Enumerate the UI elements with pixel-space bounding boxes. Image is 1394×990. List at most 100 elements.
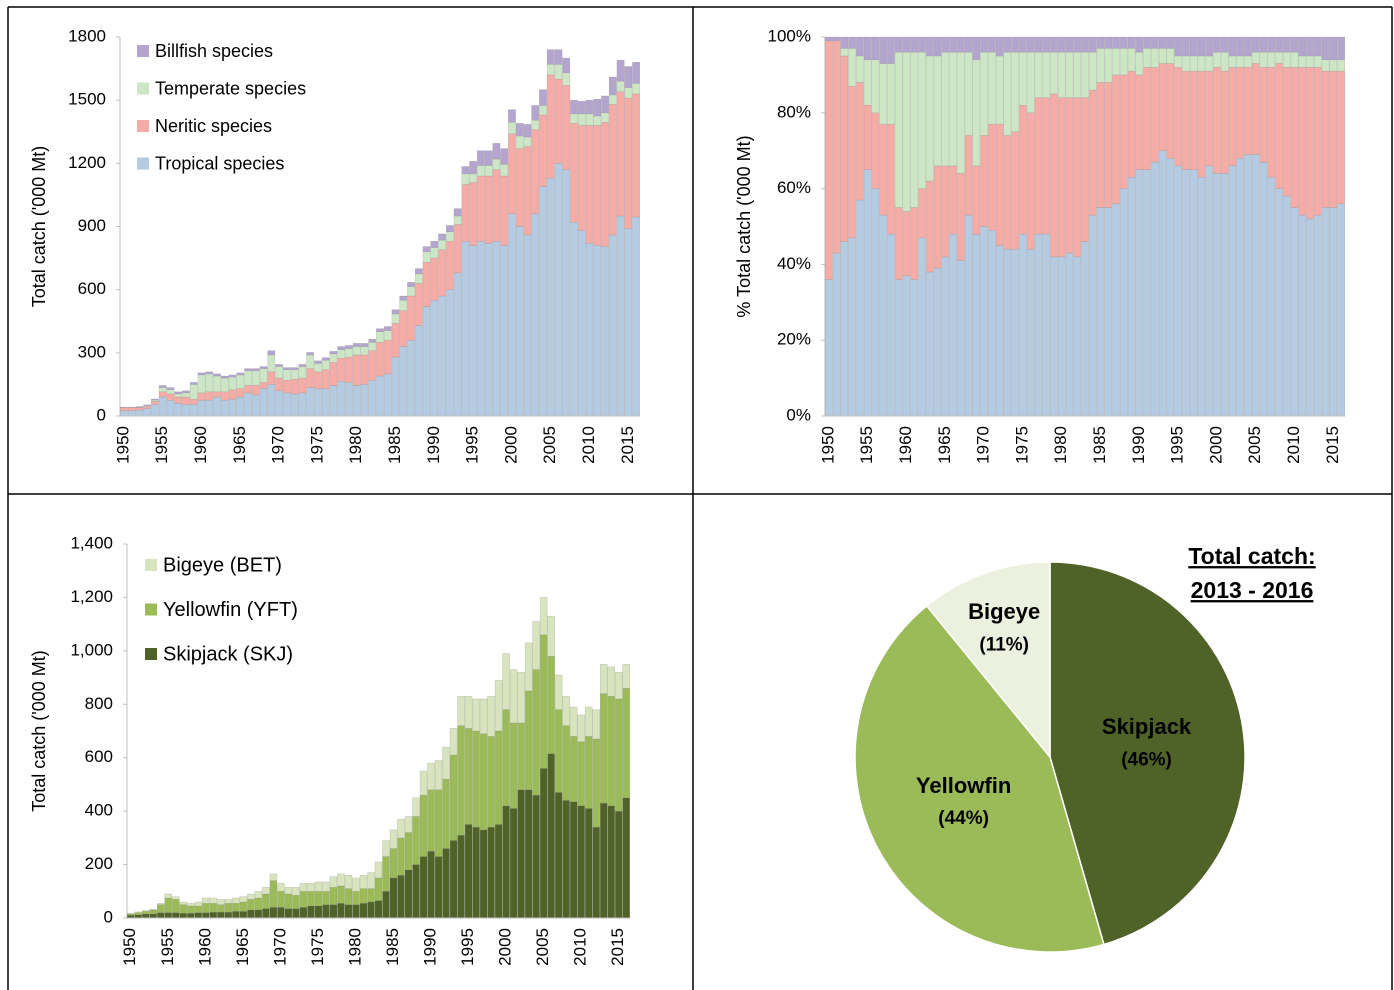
- bar-segment: [307, 905, 315, 919]
- bar-segment: [500, 175, 509, 246]
- bar-segment: [197, 374, 206, 394]
- bar-segment: [345, 345, 353, 349]
- bar-segment: [856, 199, 864, 417]
- x-tick-label: 1950: [120, 928, 139, 966]
- bar-segment: [523, 234, 532, 417]
- bar-segment: [592, 709, 600, 740]
- bar-segment: [344, 888, 353, 905]
- bar-segment: [412, 816, 420, 865]
- bar-segment: [472, 698, 480, 732]
- bar-segment: [616, 59, 625, 82]
- bar-segment: [224, 899, 233, 904]
- bar-segment: [554, 49, 563, 65]
- bar-segment: [472, 730, 480, 828]
- bar-segment: [1306, 67, 1314, 220]
- bar-segment: [1251, 51, 1260, 64]
- bar-segment: [1228, 55, 1237, 68]
- bar-segment: [856, 36, 864, 57]
- bar-segment: [345, 382, 353, 417]
- bar-segment: [1275, 63, 1283, 189]
- bar-segment: [262, 887, 270, 895]
- x-tick-label: 1970: [270, 928, 289, 966]
- bar-segment: [1096, 48, 1105, 83]
- bar-segment: [314, 360, 322, 364]
- bar-segment: [824, 36, 833, 42]
- bar-segment: [259, 388, 268, 417]
- bar-segment: [187, 905, 195, 914]
- x-tick-label: 1950: [113, 426, 132, 464]
- bar-segment: [329, 351, 338, 355]
- bar-segment: [277, 891, 285, 908]
- bar-segment: [172, 896, 180, 900]
- bar-segment: [438, 233, 446, 241]
- x-tick-label: 1995: [463, 426, 482, 464]
- bar-segment: [492, 169, 501, 242]
- bar-segment: [1282, 36, 1291, 53]
- bar-segment: [562, 696, 570, 726]
- x-tick-label: 1990: [421, 928, 440, 966]
- bar-segment: [292, 887, 300, 896]
- bar-segment: [282, 379, 291, 394]
- bar-segment: [824, 40, 833, 280]
- bar-segment: [202, 912, 210, 919]
- y-tick-label: 0: [104, 907, 113, 926]
- bar-segment: [321, 357, 330, 361]
- bar-segment: [220, 377, 229, 393]
- bar-segment: [360, 343, 369, 347]
- bar-segment: [1213, 36, 1221, 53]
- bar-segment: [419, 770, 428, 796]
- bar-segment: [863, 59, 872, 106]
- bar-segment: [127, 407, 136, 411]
- bar-segment: [894, 51, 903, 208]
- bar-segment: [539, 768, 548, 919]
- bar-segment: [1104, 82, 1113, 208]
- bar-segment: [1321, 70, 1330, 208]
- bar-segment: [476, 240, 485, 417]
- bar-segment: [554, 163, 563, 417]
- bar-segment: [134, 911, 143, 913]
- bar-segment: [879, 36, 888, 64]
- bar-segment: [624, 228, 633, 417]
- bar-segment: [848, 86, 857, 239]
- bar-segment: [376, 375, 384, 417]
- bar-segment: [282, 367, 291, 370]
- bar-segment: [182, 392, 190, 398]
- bar-segment: [562, 72, 571, 86]
- legend-swatch: [137, 45, 149, 57]
- bar-segment: [941, 165, 950, 258]
- bar-segment: [367, 888, 375, 903]
- bar-segment: [987, 123, 996, 231]
- bar-segment: [166, 393, 175, 401]
- bar-segment: [359, 903, 368, 919]
- bar-segment: [1019, 233, 1027, 417]
- bar-segment: [941, 256, 950, 417]
- bar-segment: [577, 113, 586, 126]
- bar-segment: [887, 63, 895, 125]
- bar-segment: [577, 100, 586, 115]
- bar-segment: [1112, 36, 1120, 49]
- bar-segment: [1057, 36, 1066, 53]
- bar-segment: [143, 405, 152, 407]
- bar-segment: [1026, 51, 1035, 114]
- x-tick-label: 1965: [935, 426, 954, 464]
- bar-segment: [457, 725, 465, 836]
- bar-segment: [1150, 48, 1159, 68]
- bar-segment: [382, 840, 390, 857]
- bar-segment: [593, 245, 602, 417]
- bar-segment: [434, 760, 443, 791]
- bar-segment: [624, 87, 633, 99]
- pie-slice: [925, 561, 1051, 760]
- bar-segment: [1337, 203, 1346, 417]
- y-tick-label: 0%: [786, 405, 811, 424]
- bar-segment: [197, 399, 206, 417]
- bar-segment: [539, 89, 547, 106]
- bar-segment: [166, 387, 175, 390]
- bar-segment: [1251, 36, 1260, 53]
- bar-segment: [1213, 51, 1221, 68]
- bar-segment: [1236, 55, 1245, 68]
- bar-segment: [987, 230, 996, 417]
- bar-segment: [1306, 36, 1314, 57]
- bar-segment: [616, 91, 625, 217]
- bar-segment: [1135, 74, 1144, 170]
